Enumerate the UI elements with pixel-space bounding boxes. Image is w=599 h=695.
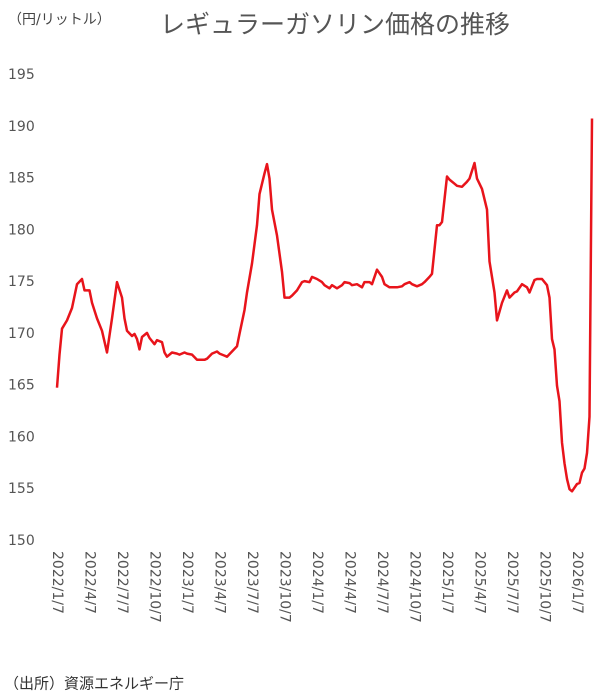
x-tick-label: 2022/7/7: [114, 551, 130, 614]
x-tick-label: 2026/1/7: [569, 551, 585, 614]
x-tick-label: 2023/10/7: [277, 551, 293, 623]
y-tick-label: 180: [8, 222, 35, 238]
y-tick-label: 150: [8, 533, 35, 549]
x-tick-label: 2023/4/7: [212, 551, 228, 614]
y-tick-label: 170: [8, 326, 35, 342]
y-tick-label: 155: [8, 481, 35, 497]
x-tick-label: 2022/4/7: [82, 551, 98, 614]
data-line: [55, 118, 594, 493]
x-tick-label: 2024/4/7: [342, 551, 358, 614]
y-tick-label: 190: [8, 119, 35, 135]
x-tick-label: 2022/10/7: [147, 551, 163, 623]
y-tick-label: 185: [8, 171, 35, 187]
x-tick-label: 2025/10/7: [537, 551, 553, 623]
source-note: （出所）資源エネルギー庁: [4, 675, 184, 693]
x-tick-label: 2025/1/7: [439, 551, 455, 614]
x-tick-label: 2022/1/7: [49, 551, 65, 614]
x-tick-label: 2023/7/7: [244, 551, 260, 614]
y-tick-label: 195: [8, 67, 35, 83]
x-tick-label: 2024/10/7: [407, 551, 423, 623]
x-tick-label: 2023/1/7: [179, 551, 195, 614]
y-tick-label: 175: [8, 274, 35, 290]
x-tick-label: 2025/7/7: [504, 551, 520, 614]
y-tick-label: 160: [8, 429, 35, 445]
y-axis-unit: （円/リットル）: [8, 12, 111, 28]
x-tick-label: 2024/7/7: [374, 551, 390, 614]
chart-title: レギュラーガソリン価格の推移: [160, 10, 510, 39]
x-tick-label: 2025/4/7: [472, 551, 488, 614]
x-tick-label: 2024/1/7: [309, 551, 325, 614]
y-tick-label: 165: [8, 378, 35, 394]
